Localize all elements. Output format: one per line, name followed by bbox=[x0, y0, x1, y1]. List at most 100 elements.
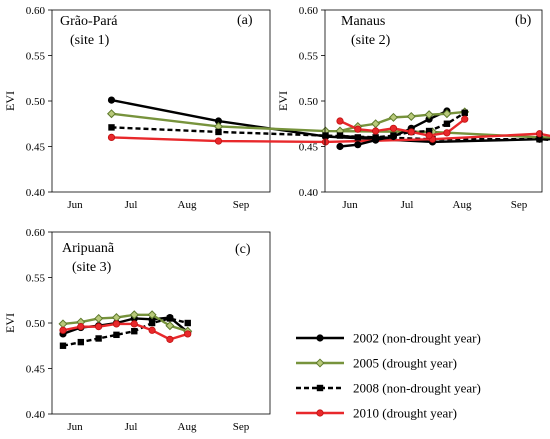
series-line-s2010 bbox=[111, 132, 550, 144]
data-point-s2010 bbox=[107, 133, 116, 141]
data-point-s2010 bbox=[407, 128, 415, 136]
x-tick-label: Sep bbox=[233, 199, 250, 211]
data-point-s2005 bbox=[406, 111, 416, 121]
data-point-s2005 bbox=[106, 109, 117, 119]
y-axis-label: EVI bbox=[3, 313, 17, 333]
panel-letter: (b) bbox=[515, 13, 532, 28]
data-point-s2010 bbox=[148, 326, 156, 334]
data-point-s2005 bbox=[371, 119, 381, 129]
y-tick-label: 0.60 bbox=[26, 5, 46, 17]
legend: 2002 (non-drought year) 2005 (drought yea… bbox=[296, 331, 481, 421]
data-point-s2005 bbox=[147, 310, 157, 320]
data-point-s2008 bbox=[443, 120, 451, 127]
data-point-s2008 bbox=[184, 319, 191, 327]
x-tick-label: Aug bbox=[178, 421, 197, 433]
data-point-s2008 bbox=[95, 335, 102, 342]
legend-marker-s2010 bbox=[316, 409, 324, 417]
y-tick-label: 0.60 bbox=[26, 227, 46, 239]
data-point-s2010 bbox=[59, 326, 67, 334]
site-number: (site 3) bbox=[72, 260, 112, 275]
data-point-s2005 bbox=[388, 112, 398, 122]
series-line-s2008 bbox=[111, 126, 550, 142]
data-point-s2005 bbox=[165, 321, 175, 331]
data-point-s2010 bbox=[214, 137, 223, 145]
y-tick-label: 0.45 bbox=[26, 364, 46, 376]
data-point-s2010 bbox=[535, 130, 544, 138]
y-axis-label: EVI bbox=[3, 91, 17, 111]
y-axis-label: EVI bbox=[276, 91, 290, 111]
legend-marker-s2005 bbox=[315, 358, 325, 368]
y-tick-label: 0.50 bbox=[26, 318, 46, 330]
y-tick-label: 0.50 bbox=[299, 96, 319, 108]
data-point-s2002 bbox=[107, 96, 116, 104]
data-point-s2008 bbox=[77, 338, 85, 346]
series-line-s2005 bbox=[111, 112, 550, 139]
legend-marker-s2002 bbox=[316, 334, 324, 342]
data-point-s2002 bbox=[336, 142, 344, 151]
site-number: (site 1) bbox=[70, 33, 110, 48]
data-point-s2005 bbox=[129, 310, 139, 320]
data-point-s2008 bbox=[148, 319, 156, 327]
legend-marker-s2008 bbox=[316, 384, 324, 392]
series-line-s2002 bbox=[111, 98, 550, 144]
data-point-s2008 bbox=[322, 132, 329, 139]
y-tick-label: 0.40 bbox=[26, 409, 46, 421]
data-point-s2010 bbox=[425, 131, 433, 140]
x-tick-label: Sep bbox=[511, 199, 528, 211]
data-point-s2010 bbox=[112, 320, 121, 328]
x-tick-label: Sep bbox=[233, 421, 250, 433]
data-point-s2005 bbox=[442, 109, 452, 119]
data-point-s2008 bbox=[336, 132, 344, 139]
data-point-s2008 bbox=[372, 134, 379, 141]
x-tick-label: Jul bbox=[125, 421, 138, 433]
x-tick-label: Aug bbox=[453, 199, 472, 211]
data-point-s2010 bbox=[389, 124, 398, 132]
data-point-s2008 bbox=[131, 327, 138, 335]
legend-label-s2010: 2010 (drought year) bbox=[353, 406, 457, 421]
data-point-s2002 bbox=[354, 141, 362, 149]
data-point-s2008 bbox=[113, 331, 120, 339]
data-point-s2008 bbox=[166, 315, 174, 322]
panel-letter: (c) bbox=[235, 242, 251, 257]
data-point-s2005 bbox=[94, 313, 104, 323]
data-point-s2010 bbox=[461, 115, 469, 123]
data-point-s2010 bbox=[354, 125, 362, 133]
y-tick-label: 0.40 bbox=[26, 187, 46, 199]
x-tick-label: Jun bbox=[67, 421, 83, 433]
x-tick-label: Jul bbox=[125, 199, 138, 211]
data-point-s2010 bbox=[443, 129, 451, 137]
panel-b-chart: 0.60 0.55 0.50 0.45 0.40 Jun Jul Aug Sep EVI Manau… bbox=[276, 5, 543, 211]
site-name: Aripuanã bbox=[62, 241, 115, 256]
y-tick-label: 0.45 bbox=[299, 142, 319, 154]
data-point-s2010 bbox=[336, 117, 344, 125]
legend-label-s2008: 2008 (non-drought year) bbox=[353, 381, 481, 396]
data-point-s2008 bbox=[390, 132, 397, 139]
x-tick-label: Jun bbox=[67, 199, 83, 211]
data-point-s2008 bbox=[354, 134, 362, 141]
y-tick-label: 0.40 bbox=[299, 187, 319, 199]
y-tick-label: 0.55 bbox=[26, 273, 46, 285]
data-point-s2005 bbox=[424, 110, 434, 120]
y-tick-label: 0.50 bbox=[26, 96, 46, 108]
data-point-s2010 bbox=[77, 323, 85, 331]
data-point-s2010 bbox=[184, 330, 192, 338]
data-point-s2008 bbox=[215, 128, 222, 136]
legend-label-s2002: 2002 (non-drought year) bbox=[353, 331, 481, 346]
data-point-s2005 bbox=[111, 313, 121, 323]
site-name: Manaus bbox=[341, 14, 385, 29]
data-point-s2008 bbox=[108, 124, 115, 131]
x-tick-label: Aug bbox=[178, 199, 197, 211]
site-number: (site 2) bbox=[351, 33, 391, 48]
legend-label-s2005: 2005 (drought year) bbox=[353, 356, 457, 371]
data-point-s2005 bbox=[58, 319, 68, 329]
y-tick-label: 0.55 bbox=[299, 51, 319, 63]
y-tick-label: 0.55 bbox=[26, 51, 46, 63]
data-point-s2010 bbox=[372, 127, 380, 135]
y-tick-label: 0.45 bbox=[26, 142, 46, 154]
data-point-s2008 bbox=[461, 109, 468, 117]
data-point-s2010 bbox=[130, 320, 138, 328]
site-name: Grão-Pará bbox=[60, 14, 118, 29]
data-point-s2010 bbox=[166, 335, 174, 343]
x-tick-label: Jul bbox=[401, 199, 414, 211]
